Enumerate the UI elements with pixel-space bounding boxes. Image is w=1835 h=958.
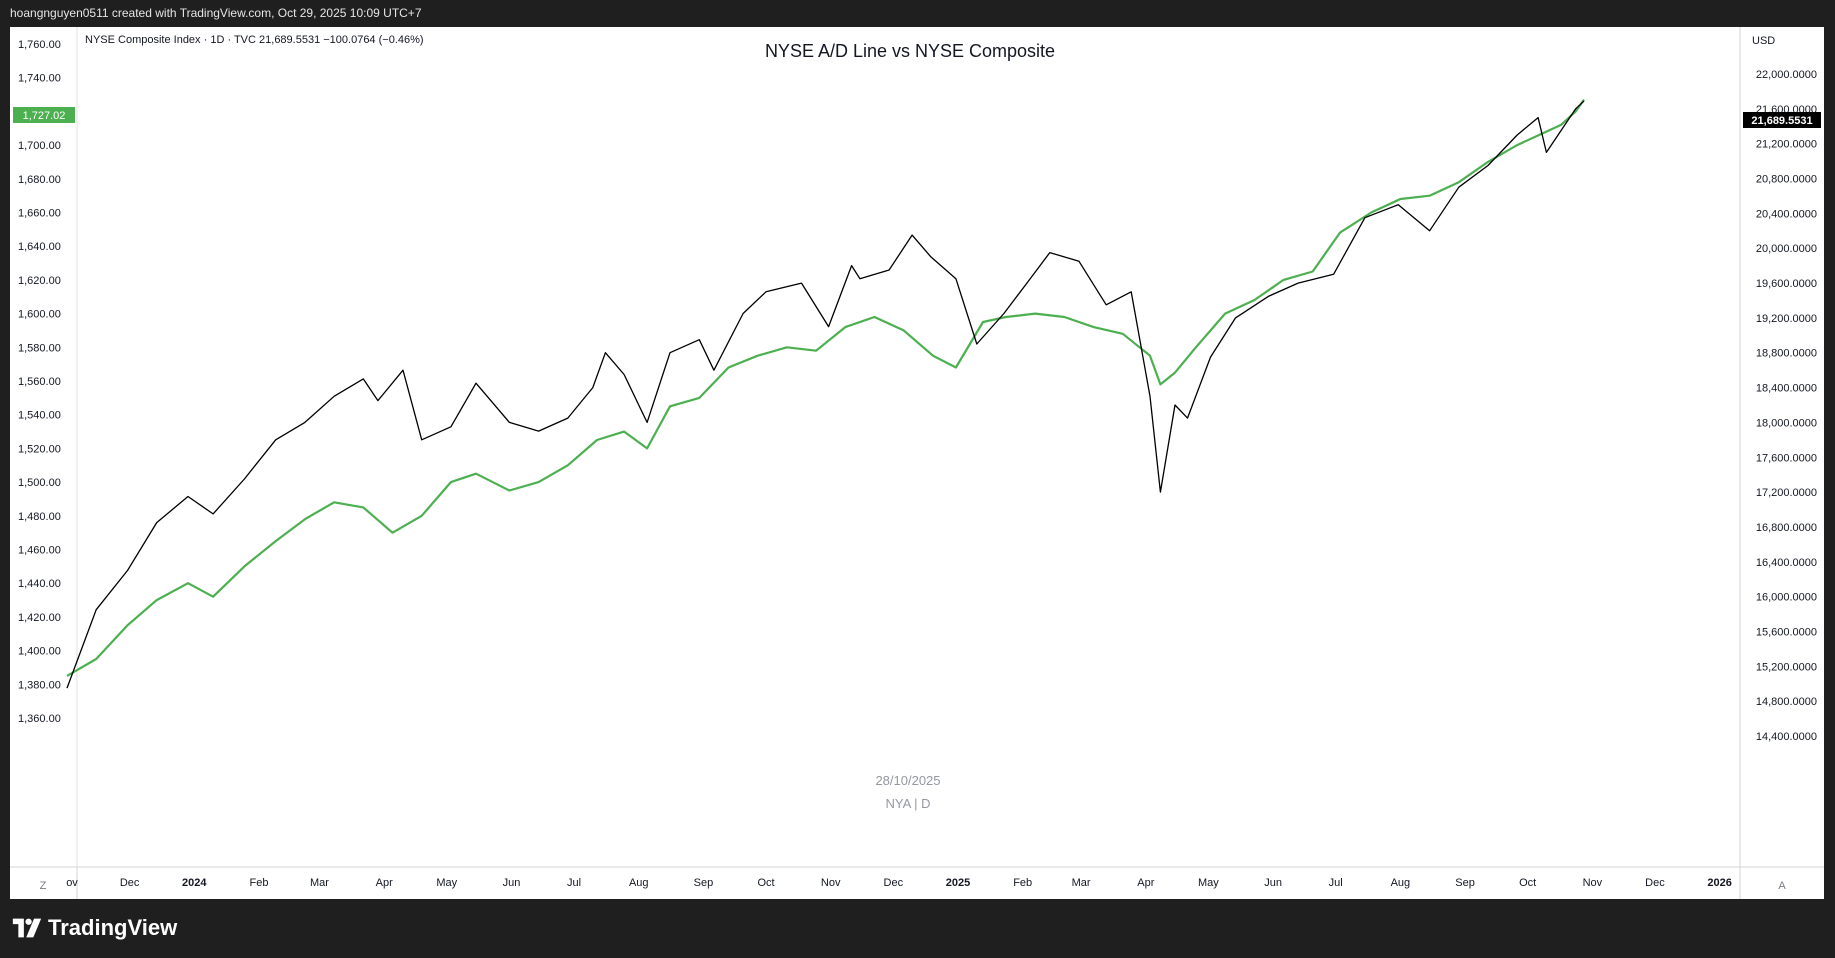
left-axis-tick: 1,360.00 (18, 713, 61, 725)
time-axis-label: May (436, 877, 457, 889)
tradingview-brand[interactable]: TradingView (12, 915, 177, 941)
right-axis-tick: 20,800.0000 (1756, 174, 1817, 186)
right-axis-tick: 14,800.0000 (1756, 696, 1817, 708)
time-axis-label: Oct (1519, 877, 1536, 889)
auto-scale-left-button[interactable]: Z (40, 880, 47, 892)
left-axis-tick: 1,560.00 (18, 376, 61, 388)
time-axis-label: Nov (821, 877, 841, 889)
time-axis-label: Feb (249, 877, 268, 889)
right-axis-tick: 18,000.0000 (1756, 417, 1817, 429)
left-axis-tick: 1,400.00 (18, 646, 61, 658)
right-axis-tick: 18,400.0000 (1756, 383, 1817, 395)
right-axis-tick: 22,000.0000 (1756, 69, 1817, 81)
time-axis[interactable]: ov Dec 2024 Feb Mar Apr May Jun Jul Aug Sep Oct Nov D… (66, 877, 1732, 889)
chart-frame[interactable]: 1,760.001,740.001,720.001,700.001,680.00… (10, 27, 1824, 899)
time-axis-label: Jul (1329, 877, 1343, 889)
watermark-date: 28/10/2025 (875, 773, 940, 788)
tradingview-logo-icon (12, 918, 42, 938)
composite-series[interactable] (66, 100, 1585, 689)
time-axis-label: ov (66, 877, 78, 889)
right-axis[interactable]: 22,000.000021,600.000021,200.000020,800.… (1756, 69, 1817, 743)
time-axis-label: Jun (1264, 877, 1282, 889)
right-axis-tick: 21,200.0000 (1756, 139, 1817, 151)
left-axis[interactable]: 1,760.001,740.001,720.001,700.001,680.00… (18, 39, 61, 725)
time-axis-label: Oct (757, 877, 774, 889)
time-axis-label: Feb (1013, 877, 1032, 889)
left-axis-tick: 1,740.00 (18, 73, 61, 85)
time-axis-label: 2025 (946, 877, 970, 889)
time-axis-label: Sep (694, 877, 714, 889)
left-axis-tick: 1,580.00 (18, 342, 61, 354)
time-axis-label: May (1198, 877, 1219, 889)
chart-title: NYSE A/D Line vs NYSE Composite (765, 41, 1055, 61)
time-axis-label: Dec (1645, 877, 1665, 889)
right-axis-tick: 20,400.0000 (1756, 208, 1817, 220)
time-axis-label: Jun (503, 877, 521, 889)
currency-label: USD (1752, 35, 1775, 47)
left-axis-tick: 1,600.00 (18, 309, 61, 321)
left-axis-tick: 1,480.00 (18, 511, 61, 523)
time-axis-label: Aug (1391, 877, 1411, 889)
time-axis-label: Nov (1583, 877, 1603, 889)
right-axis-tick: 17,200.0000 (1756, 487, 1817, 499)
left-axis-tick: 1,660.00 (18, 208, 61, 220)
left-axis-tick: 1,640.00 (18, 241, 61, 253)
time-axis-label: Apr (376, 877, 393, 889)
left-axis-tick: 1,520.00 (18, 443, 61, 455)
watermark-ticker: NYA | D (885, 796, 930, 811)
left-axis-tick: 1,680.00 (18, 174, 61, 186)
right-axis-tick: 15,200.0000 (1756, 661, 1817, 673)
right-axis-tick: 14,400.0000 (1756, 731, 1817, 743)
composite-last-value-badge (1743, 112, 1821, 128)
left-axis-tick: 1,420.00 (18, 612, 61, 624)
time-axis-label: 2024 (182, 877, 207, 889)
right-axis-tick: 18,800.0000 (1756, 348, 1817, 360)
right-axis-tick: 16,000.0000 (1756, 592, 1817, 604)
left-axis-tick: 1,440.00 (18, 578, 61, 590)
auto-scale-right-button[interactable]: A (1778, 880, 1786, 892)
time-axis-label: Jul (567, 877, 581, 889)
time-axis-label: Dec (120, 877, 140, 889)
left-axis-tick: 1,460.00 (18, 545, 61, 557)
time-axis-label: 2026 (1707, 877, 1731, 889)
ad-last-value-badge (13, 107, 75, 123)
left-axis-tick: 1,500.00 (18, 477, 61, 489)
time-axis-label: Dec (884, 877, 904, 889)
right-axis-tick: 20,000.0000 (1756, 243, 1817, 255)
ad-line-series[interactable] (66, 98, 1585, 677)
right-axis-tick: 16,400.0000 (1756, 557, 1817, 569)
time-axis-label: Mar (1072, 877, 1091, 889)
left-axis-tick: 1,540.00 (18, 410, 61, 422)
ad-last-value-text: 1,727.02 (23, 110, 66, 122)
chart-svg[interactable]: 1,760.001,740.001,720.001,700.001,680.00… (10, 27, 1824, 899)
symbol-legend[interactable]: NYSE Composite Index · 1D · TVC 21,689.5… (85, 34, 424, 46)
time-axis-label: Sep (1455, 877, 1475, 889)
time-axis-label: Aug (629, 877, 649, 889)
left-axis-tick: 1,700.00 (18, 140, 61, 152)
right-axis-tick: 15,600.0000 (1756, 626, 1817, 638)
chart-credit: hoangnguyen0511 created with TradingView… (10, 6, 422, 20)
right-axis-tick: 19,200.0000 (1756, 313, 1817, 325)
time-axis-label: Mar (310, 877, 329, 889)
left-axis-tick: 1,760.00 (18, 39, 61, 51)
time-axis-label: Apr (1137, 877, 1154, 889)
left-axis-tick: 1,380.00 (18, 679, 61, 691)
right-axis-tick: 19,600.0000 (1756, 278, 1817, 290)
right-axis-tick: 16,800.0000 (1756, 522, 1817, 534)
right-axis-tick: 17,600.0000 (1756, 452, 1817, 464)
brand-name: TradingView (48, 915, 178, 940)
composite-last-value-text: 21,689.5531 (1751, 115, 1812, 127)
left-axis-tick: 1,620.00 (18, 275, 61, 287)
